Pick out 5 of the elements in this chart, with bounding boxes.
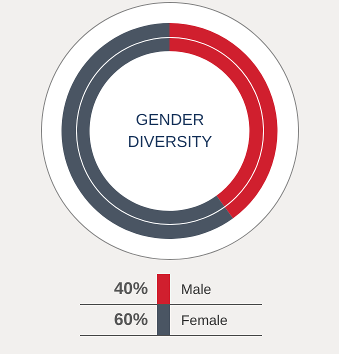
data-label: 40% bbox=[112, 278, 149, 300]
legend-label: Female bbox=[180, 311, 228, 330]
legend-label: Male bbox=[180, 280, 212, 299]
data-label: 60% bbox=[112, 309, 149, 331]
text: GENDER DIVERSITY bbox=[126, 111, 214, 153]
